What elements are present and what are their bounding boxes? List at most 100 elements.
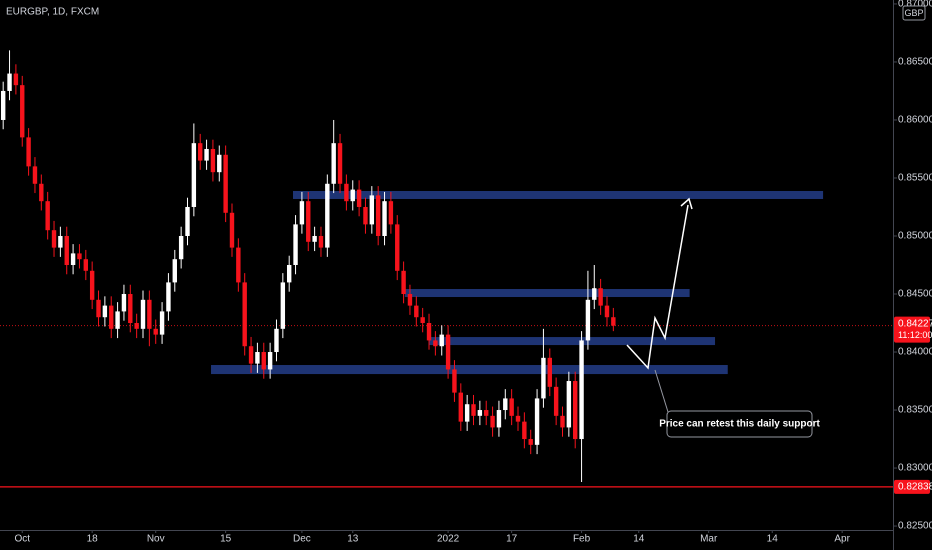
x-tick-label: Oct: [14, 534, 30, 545]
candle-body: [58, 235, 63, 248]
candle-body: [325, 183, 330, 248]
candle-body: [592, 288, 597, 300]
candle-body: [128, 294, 133, 324]
x-tick-label: Dec: [293, 534, 311, 545]
candle-body: [318, 235, 324, 248]
chart-title: EURGBP, 1D, FXCM: [6, 7, 99, 18]
candle-body: [598, 288, 603, 306]
plot-area: [0, 50, 893, 488]
candle-body: [312, 235, 317, 242]
candle-body: [452, 369, 457, 393]
candle-body: [496, 410, 502, 428]
candle-body: [13, 73, 19, 86]
candle-body: [96, 299, 101, 318]
candle-body: [611, 317, 616, 326]
support-zone: [404, 289, 690, 298]
x-tick-label: Feb: [573, 534, 591, 545]
candle-body: [20, 85, 25, 138]
candle-body: [51, 230, 57, 248]
y-tick-label: 0.83500: [898, 405, 932, 416]
candle-body: [45, 201, 50, 231]
current-price-label: 0.84227: [898, 318, 932, 329]
y-tick-label: 0.84500: [898, 289, 932, 300]
annotation-box: [666, 410, 813, 438]
candle-body: [261, 352, 266, 370]
price-axis: 0.87000 0.86500 0.86000 0.85500 0.85000 0.845…: [14, 0, 932, 545]
candle-body: [236, 247, 241, 283]
candle-body: [344, 183, 349, 202]
candle-body: [509, 398, 514, 416]
candle-body: [293, 224, 298, 265]
candle-body: [445, 334, 451, 370]
candle-body: [553, 386, 559, 416]
candle-body: [464, 404, 470, 422]
y-tick-label: 0.85000: [898, 231, 932, 242]
candle-body: [7, 73, 12, 91]
candle-body: [350, 189, 355, 202]
candle-body: [185, 206, 190, 236]
candle-body: [255, 352, 260, 364]
candle-body: [363, 206, 368, 225]
candle-body: [102, 305, 108, 318]
candle-body: [369, 195, 375, 225]
support-level-tag: [894, 479, 930, 494]
candle-body: [522, 421, 527, 440]
candle-body: [121, 294, 127, 312]
candle-body: [401, 270, 406, 295]
candle-body: [573, 381, 578, 440]
candle-body: [534, 398, 540, 445]
candle-body: [140, 299, 146, 329]
candle-body: [420, 317, 425, 324]
candle-body: [198, 143, 203, 161]
candle-body: [407, 294, 413, 306]
x-tick-label: 15: [220, 534, 232, 545]
x-tick-label: Nov: [147, 534, 165, 545]
candle-body: [89, 270, 95, 300]
x-tick-label: 2022: [437, 534, 460, 545]
candle-body: [77, 253, 82, 260]
x-tick-label: 17: [506, 534, 518, 545]
y-tick-label: 0.87000: [898, 0, 932, 10]
candle-body: [159, 311, 165, 335]
candle-body: [306, 201, 311, 242]
candle-body: [433, 340, 438, 347]
candle-body: [229, 212, 235, 248]
candle-body: [299, 201, 305, 225]
candle-body: [528, 439, 533, 445]
candle-body: [503, 398, 508, 411]
arrow-head: [680, 197, 693, 210]
candle-body: [26, 137, 31, 167]
support-zone: [429, 337, 716, 346]
projection-arrow: [626, 204, 689, 370]
candle-body: [471, 404, 476, 416]
candle-body: [426, 323, 432, 341]
candle-body: [560, 415, 565, 428]
candle-body: [191, 143, 197, 207]
candle-body: [490, 415, 495, 428]
candle-body: [547, 357, 552, 387]
y-tick-label: 0.84000: [898, 347, 932, 358]
y-tick-label: 0.85500: [898, 173, 932, 184]
candle-body: [274, 328, 279, 353]
candle-body: [382, 201, 387, 236]
current-price-tag: [894, 316, 930, 343]
candle-body: [70, 253, 76, 265]
candle-body: [375, 195, 381, 236]
x-tick-label: 18: [87, 534, 99, 545]
candle-body: [477, 410, 483, 416]
candle-body: [604, 305, 610, 318]
countdown-label: 11:12:00: [898, 330, 932, 340]
candle-body: [566, 381, 572, 428]
candle-body: [217, 154, 222, 173]
candle-body: [210, 148, 216, 173]
y-tick-label: 0.86500: [898, 57, 932, 68]
y-tick-label: 0.82500: [898, 521, 932, 532]
candle-body: [579, 340, 584, 440]
support-level-label: 0.82838: [898, 481, 932, 492]
candle-body: [109, 305, 114, 329]
candle-body: [248, 346, 254, 364]
callout-line: [654, 369, 669, 413]
currency-box: [902, 5, 926, 21]
